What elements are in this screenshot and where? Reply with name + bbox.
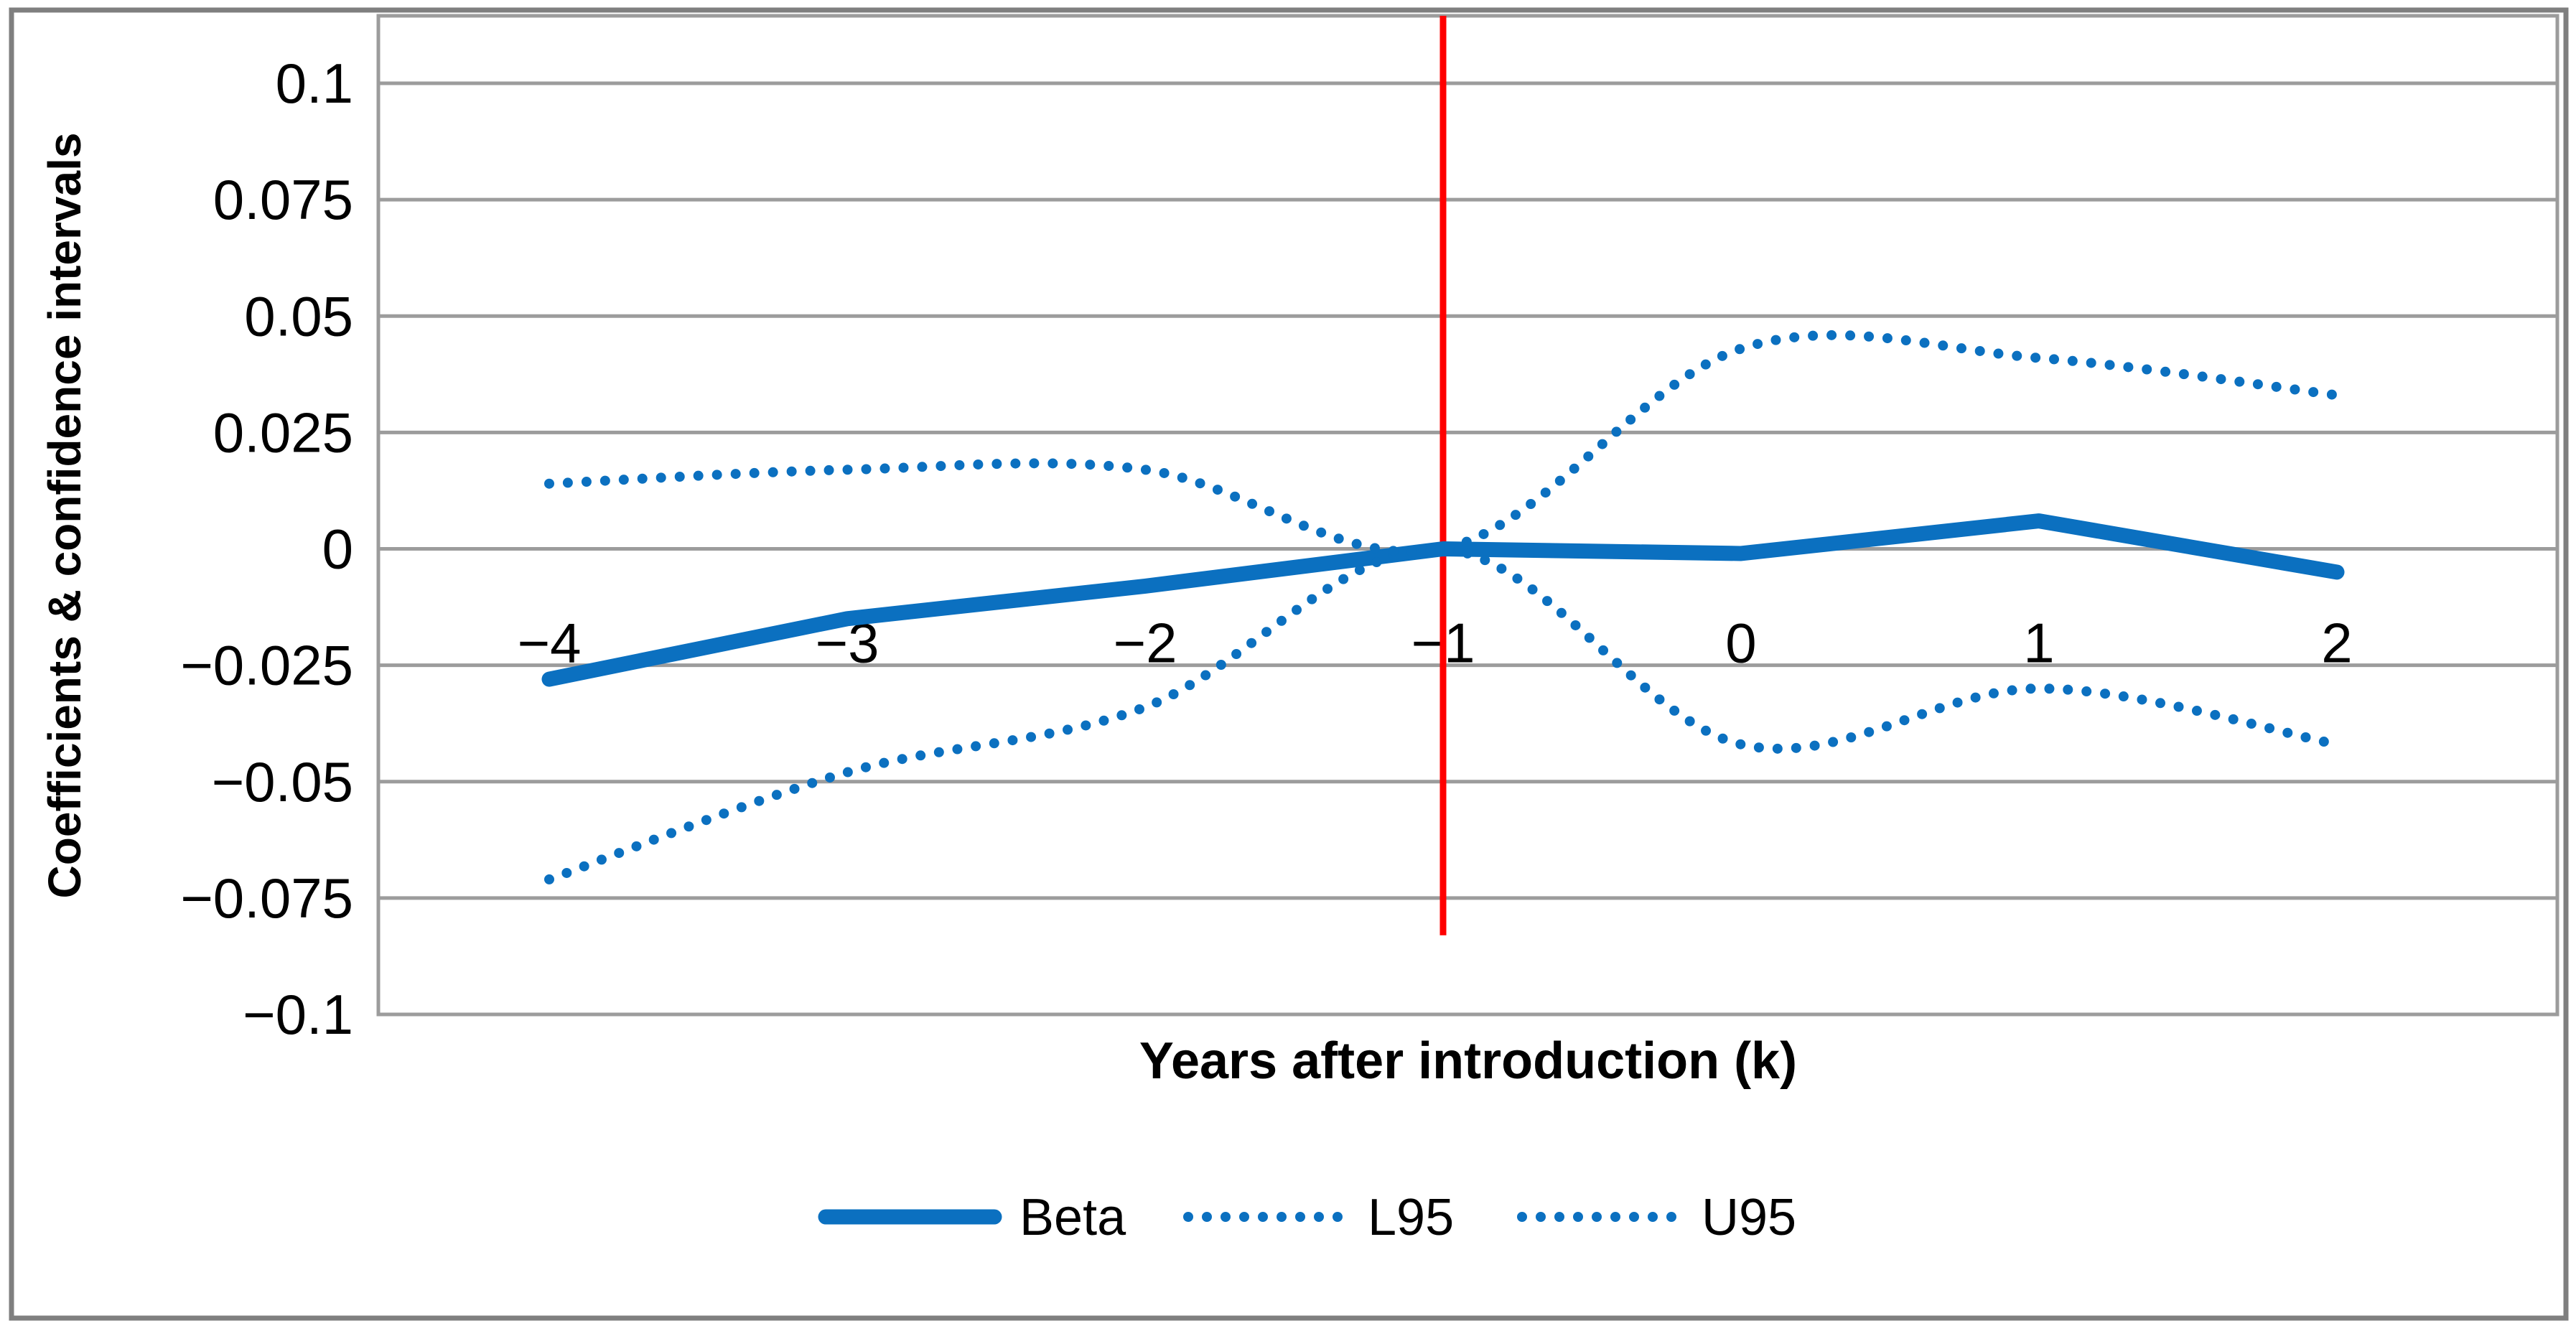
y-axis-title: Coefficients & confidence intervals — [39, 133, 90, 899]
x-tick-label: −2 — [1114, 612, 1177, 675]
legend: Beta L95 U95 — [818, 1189, 1796, 1246]
y-tick-label: −0.05 — [212, 750, 353, 813]
series-beta-line — [541, 513, 2345, 687]
series-lines — [541, 330, 2345, 884]
x-tick-label: 1 — [2023, 612, 2054, 675]
legend-label-beta: Beta — [1019, 1189, 1126, 1246]
legend-item-l95: L95 — [1183, 1189, 1454, 1246]
legend-label-l95: L95 — [1368, 1189, 1454, 1246]
y-tick-label: −0.075 — [180, 867, 353, 930]
y-tick-label: −0.025 — [180, 634, 353, 697]
plot-area-border — [376, 14, 2559, 1017]
x-tick-label: 0 — [1725, 612, 1756, 675]
series-u95-line — [544, 330, 2342, 557]
legend-item-beta: Beta — [818, 1189, 1126, 1246]
y-tick-label: −0.1 — [243, 983, 353, 1046]
x-tick-label: −4 — [518, 612, 582, 675]
legend-item-u95: U95 — [1517, 1189, 1796, 1246]
legend-label-u95: U95 — [1702, 1189, 1796, 1246]
figure-border — [9, 7, 2569, 1321]
y-tick-label: 0.05 — [244, 284, 353, 347]
x-axis-title: Years after introduction (k) — [1139, 1032, 1797, 1090]
y-tick-label: 0.025 — [213, 401, 353, 464]
y-tick-label: 0 — [322, 518, 353, 581]
series-l95-line — [544, 543, 2342, 884]
y-tick-label: 0.1 — [276, 52, 353, 115]
x-tick-label: 2 — [2321, 612, 2352, 675]
y-tick-label: 0.075 — [213, 168, 353, 231]
y-axis-tick-labels: 0.1 0.075 0.05 0.025 0 −0.025 −0.05 −0.075 −0.1 — [180, 52, 353, 1046]
